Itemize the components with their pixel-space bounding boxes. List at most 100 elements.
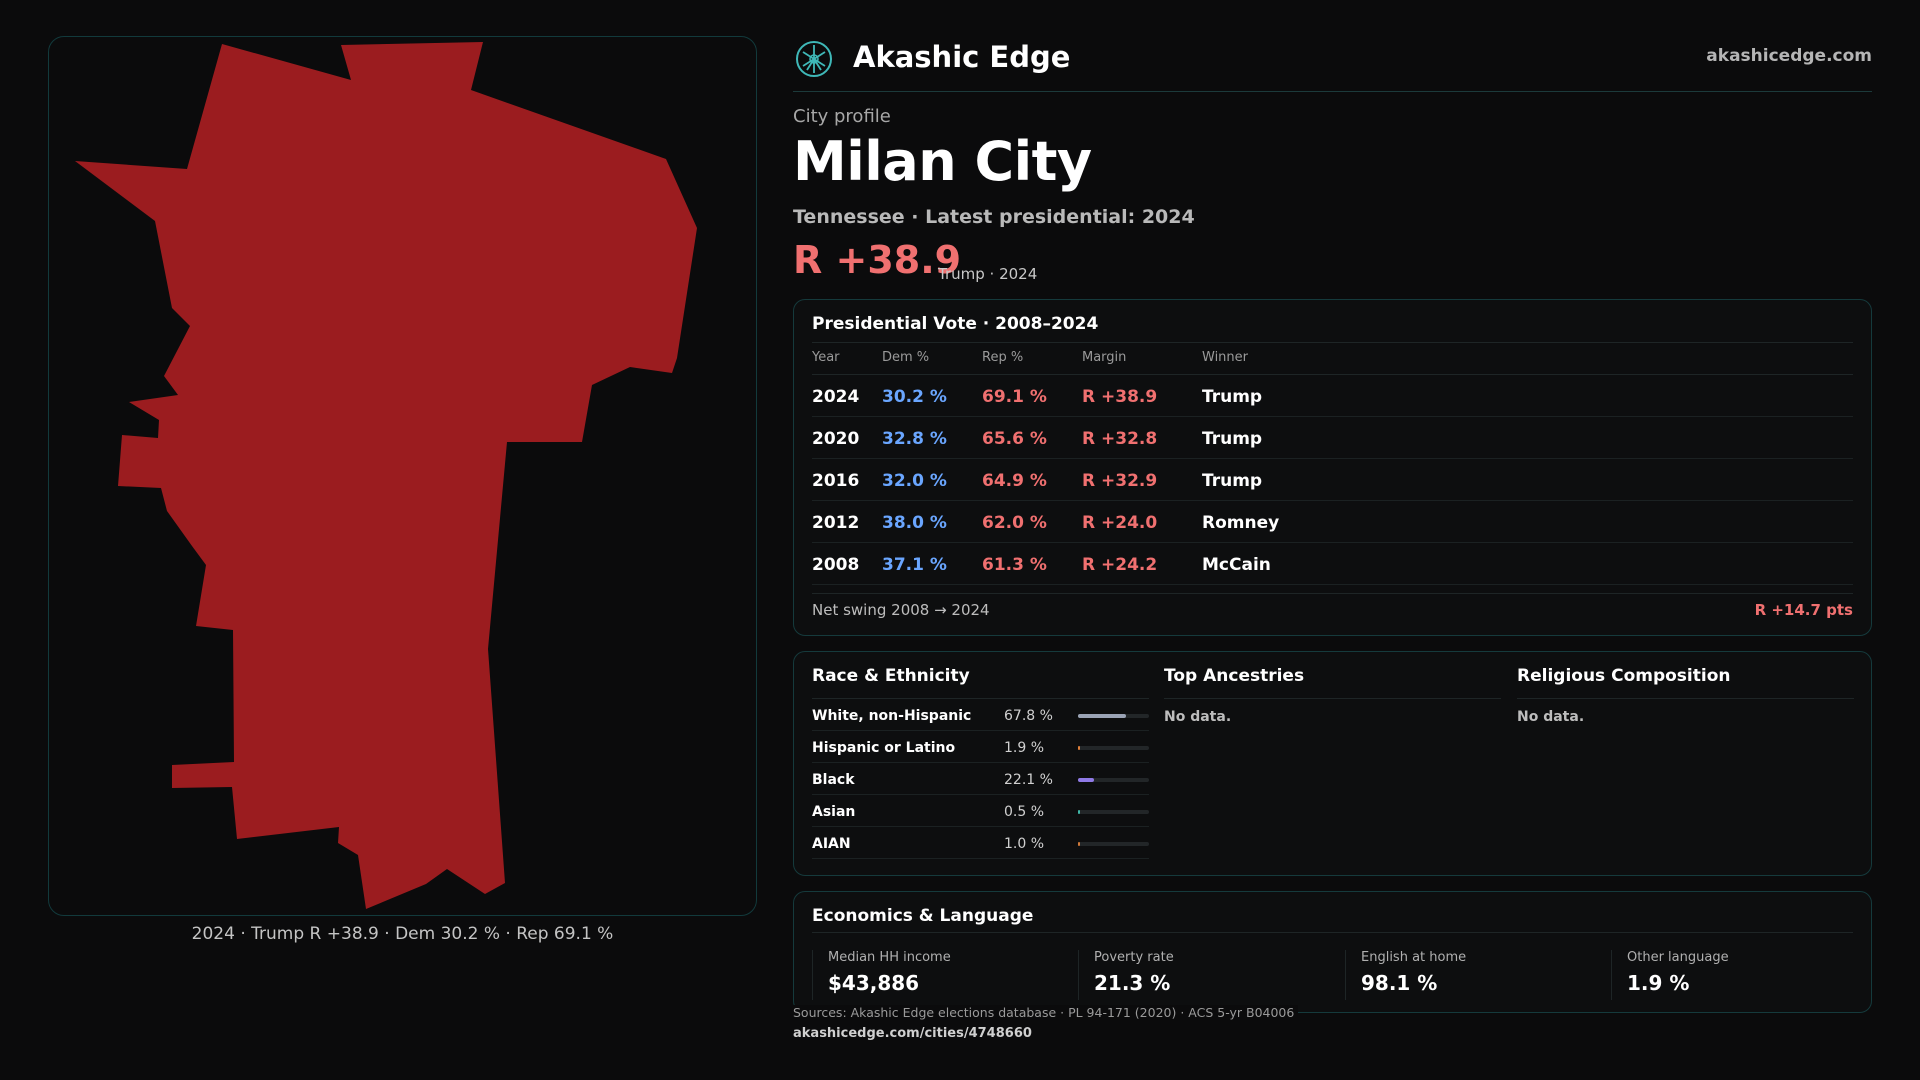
net-swing-value: R +14.7 pts — [1754, 601, 1853, 619]
divider — [812, 932, 1853, 933]
race-label: Asian — [812, 804, 856, 820]
race-bar-track — [1078, 842, 1149, 846]
cell-winner: Trump — [1202, 387, 1263, 407]
cell-rep: 64.9 % — [982, 471, 1047, 491]
race-percent: 0.5 % — [1004, 804, 1045, 820]
page-eyebrow: City profile — [793, 106, 891, 127]
col-header-year: Year — [812, 350, 840, 365]
stat-value: 21.3 % — [1094, 971, 1171, 995]
race-ethnicity-section: Race & Ethnicity White, non-Hispanic 67.8… — [812, 666, 1149, 859]
race-bar-track — [1078, 810, 1149, 814]
race-percent: 67.8 % — [1004, 708, 1053, 724]
cell-margin: R +38.9 — [1082, 387, 1158, 407]
divider — [812, 698, 1149, 699]
stat-poverty-rate: Poverty rate 21.3 % — [1078, 950, 1328, 1000]
race-percent: 22.1 % — [1004, 772, 1053, 788]
table-row: 2012 38.0 % 62.0 % R +24.0 Romney — [812, 501, 1853, 543]
table-row: 2020 32.8 % 65.6 % R +32.8 Trump — [812, 417, 1853, 459]
race-bar-fill — [1078, 746, 1080, 750]
city-page-url-link[interactable]: akashicedge.com/cities/4748660 — [793, 1026, 1032, 1041]
city-map[interactable] — [48, 36, 757, 916]
cell-dem: 32.8 % — [882, 429, 947, 449]
race-list: White, non-Hispanic 67.8 % Hispanic or Lat… — [812, 699, 1149, 859]
race-label: AIAN — [812, 836, 851, 852]
race-bar-track — [1078, 778, 1149, 782]
race-label: Black — [812, 772, 855, 788]
map-caption: 2024 · Trump R +38.9 · Dem 30.2 % · Rep … — [191, 924, 614, 944]
race-bar-fill — [1078, 778, 1094, 782]
cell-rep: 65.6 % — [982, 429, 1047, 449]
city-boundary-map — [75, 42, 697, 909]
presidential-vote-card: Presidential Vote · 2008–2024 Year Dem %… — [793, 299, 1872, 636]
cell-year: 2020 — [812, 429, 860, 449]
religion-empty: No data. — [1517, 709, 1585, 725]
race-percent: 1.0 % — [1004, 836, 1045, 852]
divider — [812, 593, 1853, 594]
stat-median-income: Median HH income $43,886 — [812, 950, 1062, 1000]
race-label: White, non-Hispanic — [812, 708, 972, 724]
stat-value: 1.9 % — [1627, 971, 1690, 995]
race-row: Hispanic or Latino 1.9 % — [812, 731, 1149, 763]
race-bar-track — [1078, 746, 1149, 750]
race-row: AIAN 1.0 % — [812, 827, 1149, 859]
cell-margin: R +24.0 — [1082, 513, 1158, 533]
table-row: 2008 37.1 % 61.3 % R +24.2 McCain — [812, 543, 1853, 585]
cell-dem: 37.1 % — [882, 555, 947, 575]
stat-label: Other language — [1627, 950, 1729, 965]
cell-rep: 69.1 % — [982, 387, 1047, 407]
race-bar-track — [1078, 714, 1149, 718]
cell-dem: 32.0 % — [882, 471, 947, 491]
divider — [1164, 698, 1501, 699]
stat-label: English at home — [1361, 950, 1467, 965]
cell-dem: 30.2 % — [882, 387, 947, 407]
akashic-logo-icon — [796, 41, 832, 77]
ancestries-empty: No data. — [1164, 709, 1232, 725]
religion-title: Religious Composition — [1517, 666, 1731, 686]
race-bar-fill — [1078, 714, 1127, 718]
stat-english-at-home: English at home 98.1 % — [1345, 950, 1595, 1000]
cell-dem: 38.0 % — [882, 513, 947, 533]
brand-url-link[interactable]: akashicedge.com — [1706, 46, 1872, 66]
race-row: Black 22.1 % — [812, 763, 1149, 795]
cell-rep: 61.3 % — [982, 555, 1047, 575]
ancestries-title: Top Ancestries — [1164, 666, 1305, 686]
cell-year: 2008 — [812, 555, 860, 575]
race-title: Race & Ethnicity — [812, 666, 970, 686]
cell-winner: McCain — [1202, 555, 1271, 575]
economics-title: Economics & Language — [812, 906, 1034, 926]
latest-margin-note: Trump · 2024 — [938, 265, 1038, 283]
cell-winner: Trump — [1202, 429, 1263, 449]
col-header-winner: Winner — [1202, 350, 1249, 365]
table-row: 2024 30.2 % 69.1 % R +38.9 Trump — [812, 375, 1853, 417]
cell-year: 2016 — [812, 471, 860, 491]
page-subtitle: Tennessee · Latest presidential: 2024 — [793, 206, 1195, 228]
divider — [1517, 698, 1854, 699]
race-percent: 1.9 % — [1004, 740, 1045, 756]
cell-winner: Romney — [1202, 513, 1280, 533]
cell-rep: 62.0 % — [982, 513, 1047, 533]
col-header-dem: Dem % — [882, 350, 930, 365]
economics-card: Economics & Language Median HH income $4… — [793, 891, 1872, 1013]
cell-year: 2012 — [812, 513, 860, 533]
stat-other-language: Other language 1.9 % — [1611, 950, 1861, 1000]
race-bar-fill — [1078, 810, 1080, 814]
col-header-rep: Rep % — [982, 350, 1024, 365]
stat-label: Poverty rate — [1094, 950, 1174, 965]
stat-value: 98.1 % — [1361, 971, 1438, 995]
religion-section: Religious Composition No data. — [1517, 666, 1854, 725]
table-row: 2016 32.0 % 64.9 % R +32.9 Trump — [812, 459, 1853, 501]
cell-winner: Trump — [1202, 471, 1263, 491]
page-title: Milan City — [793, 130, 1092, 193]
race-row: White, non-Hispanic 67.8 % — [812, 699, 1149, 731]
cell-margin: R +32.8 — [1082, 429, 1158, 449]
divider — [812, 342, 1853, 343]
cell-margin: R +24.2 — [1082, 555, 1158, 575]
divider — [812, 374, 1853, 375]
cell-year: 2024 — [812, 387, 860, 407]
sources-note: Sources: Akashic Edge elections database… — [793, 1005, 1299, 1020]
race-row: Asian 0.5 % — [812, 795, 1149, 827]
stat-value: $43,886 — [828, 971, 920, 995]
demographics-card: Race & Ethnicity White, non-Hispanic 67.8… — [793, 651, 1872, 876]
latest-margin: R +38.9 — [793, 238, 962, 282]
race-label: Hispanic or Latino — [812, 740, 956, 756]
